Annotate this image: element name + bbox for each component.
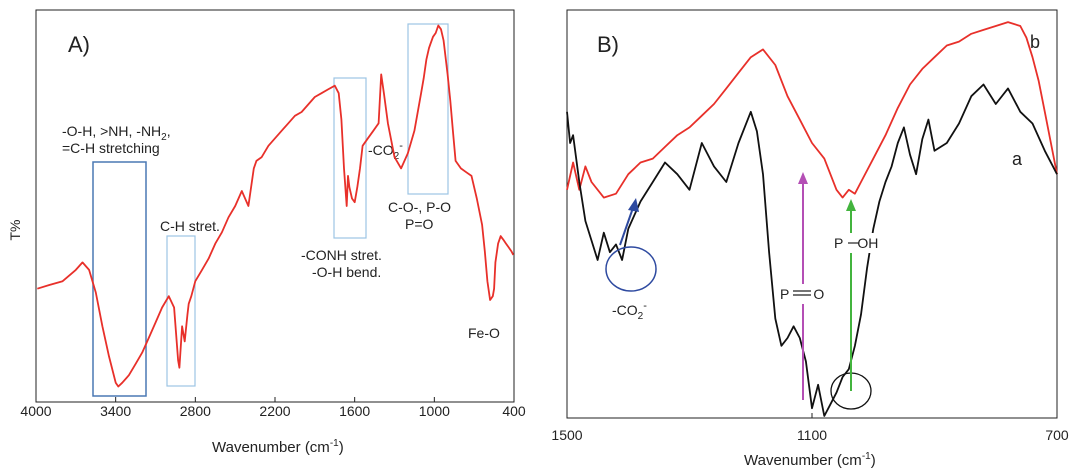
panel-a-series-line-0: [37, 24, 515, 388]
arrow-p-o-head: [798, 172, 808, 184]
annotation-p-o-a: P=O: [405, 216, 434, 232]
panel-a-series: [37, 24, 515, 388]
panel-a-x-tick-label: 2800: [180, 403, 211, 419]
annotation-conh-line1: -CONH stret.: [301, 247, 382, 263]
arrow-p-oh-head: [846, 199, 856, 211]
annotation-fe-o: Fe-O: [468, 325, 500, 341]
panel-b-label: B): [597, 32, 619, 57]
arrow-co2: [619, 204, 635, 246]
panel-b-x-tick-label: 1500: [551, 427, 582, 443]
panel-a-x-tick-label: 4000: [20, 403, 51, 419]
series-b-label: b: [1030, 32, 1040, 52]
box-conh: [333, 77, 367, 239]
panel-b-series-line-0: [566, 21, 1058, 199]
panel-b-frame: [566, 9, 1058, 419]
panel-a-x-tick-label: 2200: [259, 403, 290, 419]
annotation-co2-a: -CO2-: [368, 140, 403, 162]
label-p-oh-bg: [834, 233, 890, 253]
panel-b-x-ticks: 1500 1100 700: [551, 413, 1069, 443]
annotation-co-po: C-O-, P-O: [388, 199, 451, 215]
annotation-ch-stretch: C-H stret.: [160, 218, 220, 234]
annotation-co2-b: -CO2-: [612, 300, 647, 322]
box-co-po: [407, 23, 449, 195]
box-ch-stretch: [166, 235, 196, 387]
panel-b-x-tick-label: 700: [1045, 427, 1069, 443]
panel-b-x-tick-label: 1100: [797, 427, 827, 443]
panel-a-x-axis-label: Wavenumber (cm-1): [212, 438, 344, 456]
panel-a-x-tick-label: 3400: [100, 403, 131, 419]
arrow-co2-head: [628, 198, 639, 212]
panel-a-x-ticks: 4000 3400 2800 2200 1600 1000 400: [20, 397, 526, 419]
panel-a-x-tick-label: 1600: [339, 403, 370, 419]
panel-b-series-line-1: [566, 83, 1058, 417]
annotation-oh-line2: =C-H stretching: [62, 140, 160, 156]
label-p-o-bg: [780, 284, 824, 304]
box-oh-stretch: [92, 161, 147, 397]
circle-co2: [605, 246, 657, 292]
panel-b-x-axis-label: Wavenumber (cm-1): [744, 451, 876, 469]
annotation-p-oh: P OH: [834, 235, 878, 251]
annotation-oh-line1: -O-H, >NH, -NH2,: [62, 123, 171, 143]
panel-a-label: A): [68, 32, 90, 57]
annotation-conh-line2: -O-H bend.: [312, 264, 381, 280]
series-a-label: a: [1012, 149, 1023, 169]
panel-b-series: [566, 21, 1058, 417]
panel-a-y-axis-label: T%: [7, 220, 23, 241]
panel-a-x-tick-label: 1000: [419, 403, 450, 419]
panel-a-x-tick-label: 400: [502, 403, 526, 419]
